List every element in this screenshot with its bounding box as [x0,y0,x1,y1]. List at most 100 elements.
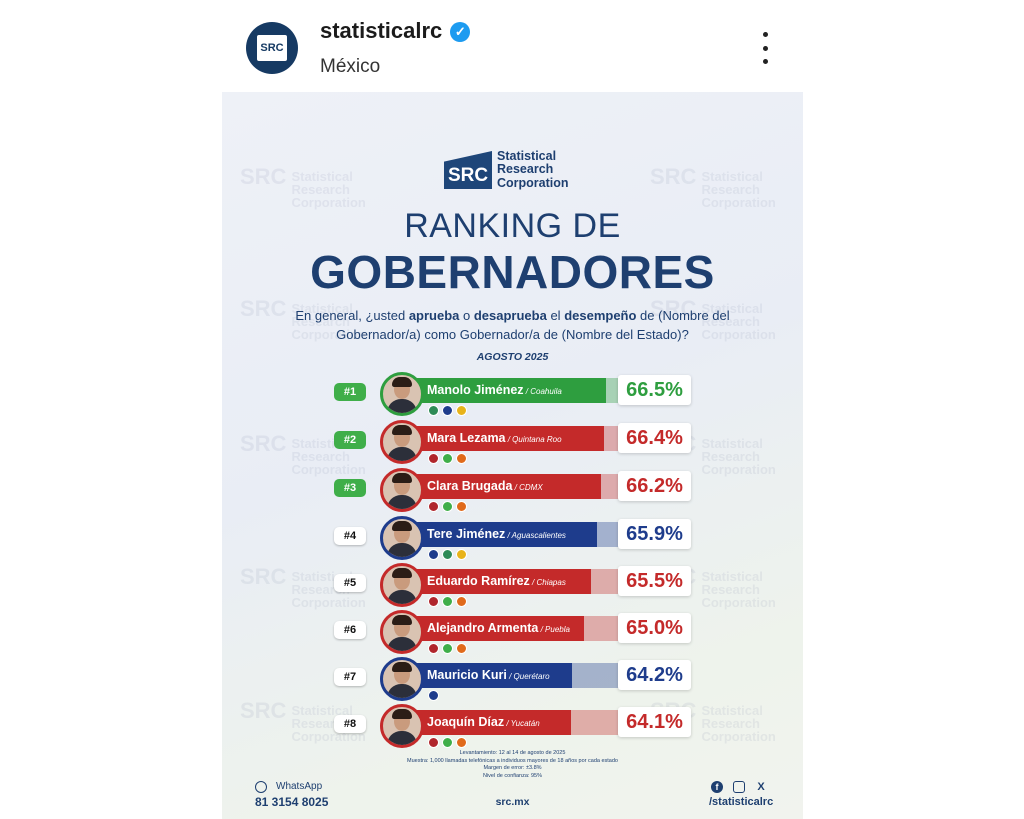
approval-percentage: 65.9% [618,519,691,549]
approval-bar-remainder [572,663,620,688]
approval-bar-fill [404,522,597,547]
governor-state: / CDMX [512,483,543,492]
rank-badge: #1 [334,383,366,401]
party-logos [428,643,470,654]
approval-bar [404,474,620,499]
party-logo-icon [442,501,453,512]
approval-bar-remainder [591,569,620,594]
approval-bar-fill [404,663,572,688]
party-logos [428,501,470,512]
approval-percentage: 65.5% [618,566,691,596]
governor-name: Clara Brugada / CDMX [427,479,543,493]
approval-percentage: 66.4% [618,423,691,453]
rank-badge: #7 [334,668,366,686]
whatsapp-number: 81 3154 8025 [255,795,329,809]
party-logo-icon [428,453,439,464]
rank-badge: #8 [334,715,366,733]
approval-bar [404,663,620,688]
party-logos [428,737,470,748]
ranking-row: #5 Eduardo Ramírez / Chiapas 65.5% [222,561,803,607]
governor-name: Mara Lezama / Quintana Roo [427,431,562,445]
whatsapp-icon [255,781,267,793]
approval-percentage: 66.2% [618,471,691,501]
governor-photo [380,610,424,654]
survey-question: En general, ¿usted aprueba o desaprueba … [295,308,730,342]
party-logo-icon [428,501,439,512]
approval-bar [404,710,620,735]
governor-state: / Coahuila [523,387,562,396]
whatsapp-label: WhatsApp [276,781,323,792]
instagram-icon [733,781,745,793]
party-logo-icon [428,596,439,607]
ranking-row: #2 Mara Lezama / Quintana Roo 66.4% [222,418,803,464]
avatar[interactable]: SRC [246,22,298,74]
governor-photo [380,704,424,748]
governor-state: / Chiapas [529,578,566,587]
facebook-icon: f [711,781,723,793]
approval-bar [404,426,620,451]
rank-badge: #4 [334,527,366,545]
rank-badge: #2 [334,431,366,449]
approval-bar [404,616,620,641]
more-options-icon[interactable] [757,32,773,64]
party-logos [428,405,470,416]
src-logo: SRC Statistical Research Corporation [444,148,569,192]
governor-photo [380,420,424,464]
ranking-row: #6 Alejandro Armenta / Puebla 65.0% [222,608,803,654]
approval-bar-fill [404,616,584,641]
party-logo-icon [428,549,439,560]
party-logos [428,596,470,607]
rank-badge: #3 [334,479,366,497]
party-logo-icon [442,405,453,416]
party-logo-icon [442,596,453,607]
ranking-row: #7 Mauricio Kuri / Querétaro 64.2% [222,655,803,701]
party-logo-icon [456,405,467,416]
approval-bar [404,569,620,594]
ranking-row: #1 Manolo Jiménez / Coahuila 66.5% [222,370,803,416]
party-logo-icon [442,643,453,654]
party-logo-icon [442,737,453,748]
approval-bar-fill [404,569,591,594]
src-logo-text: Statistical Research Corporation [497,148,569,190]
rank-badge: #6 [334,621,366,639]
x-icon: X [757,781,765,793]
approval-bar-remainder [606,378,620,403]
avatar-logo: SRC [257,35,287,61]
social-handle: /statisticalrc [709,796,774,808]
approval-bar [404,378,620,403]
title-line-1: RANKING DE [404,207,621,245]
party-logo-icon [442,453,453,464]
social-icons: f X [711,781,777,793]
approval-bar-fill [404,474,601,499]
party-logo-icon [456,453,467,464]
post-location[interactable]: México [320,56,381,77]
governor-photo [380,516,424,560]
approval-percentage: 65.0% [618,613,691,643]
website: src.mx [495,796,530,808]
party-logos [428,453,470,464]
governor-state: / Querétaro [506,672,550,681]
approval-bar-remainder [601,474,620,499]
governor-photo [380,468,424,512]
governor-state: / Aguascalientes [505,531,566,540]
approval-bar-remainder [597,522,620,547]
verified-badge-icon: ✓ [450,22,471,42]
governor-state: / Puebla [538,625,570,634]
username[interactable]: statisticalrc ✓ [320,18,471,44]
governor-name: Tere Jiménez / Aguascalientes [427,527,566,541]
governor-name: Manolo Jiménez / Coahuila [427,383,562,397]
approval-bar-fill [404,426,604,451]
approval-bar [404,522,620,547]
username-text[interactable]: statisticalrc [320,18,443,43]
governor-name: Joaquín Díaz / Yucatán [427,715,540,729]
post-header: SRC statisticalrc ✓ México [0,0,1024,92]
party-logo-icon [456,596,467,607]
party-logos [428,690,442,701]
governor-state: / Quintana Roo [505,435,562,444]
rank-badge: #5 [334,574,366,592]
governor-photo [380,372,424,416]
